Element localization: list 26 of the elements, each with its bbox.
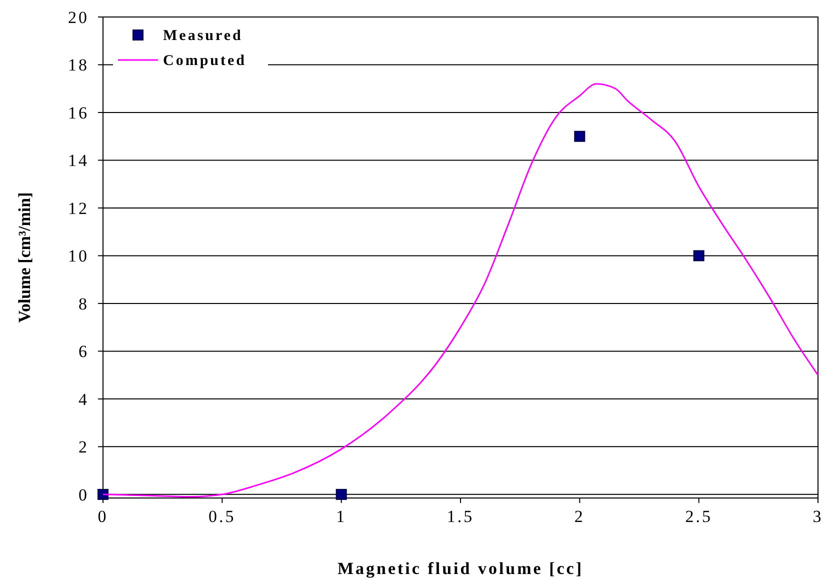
x-tick-label: 1 — [336, 507, 347, 526]
x-tick-label: 1.5 — [446, 507, 474, 526]
y-tick-label: 4 — [78, 390, 89, 409]
x-tick-label: 2 — [574, 507, 585, 526]
x-tick-label: 0.5 — [208, 507, 236, 526]
y-tick-label: 10 — [68, 246, 89, 266]
point — [336, 488, 347, 500]
y-axis-title: Volume [cm³/min] — [15, 192, 34, 323]
x-tick-label: 2.5 — [685, 507, 712, 526]
y-tick-label: 12 — [68, 198, 89, 218]
y-tick-label: 2 — [78, 438, 89, 457]
x-axis-title: Magnetic fluid volume [cc] — [337, 559, 584, 578]
y-tick-label: 6 — [78, 342, 89, 362]
y-tick-label: 18 — [68, 56, 89, 75]
legend-label: Computed — [163, 53, 247, 69]
y-tick-label: 8 — [78, 294, 89, 314]
y-tick-label: 20 — [68, 8, 89, 27]
point — [98, 488, 108, 500]
legend-label: Measured — [163, 28, 243, 44]
x-tick-label: 0 — [98, 507, 108, 526]
x-tick-label: 3 — [812, 507, 824, 526]
point — [693, 250, 704, 262]
point — [574, 130, 586, 142]
y-tick-label: 14 — [68, 151, 89, 170]
y-tick-label: 16 — [68, 103, 89, 122]
y-tick-label: 0 — [78, 485, 89, 504]
